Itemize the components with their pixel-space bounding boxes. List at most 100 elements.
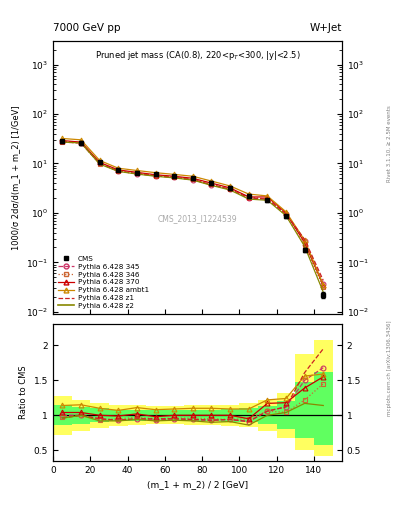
Pythia 6.428 z1 [60,139,65,145]
Pythia 6.428 345 [60,138,65,144]
Pythia 6.428 ambt1 [79,137,83,143]
Pythia 6.428 ambt1 [191,173,195,179]
Pythia 6.428 z2 [246,196,251,202]
Pythia 6.428 346 [228,186,232,193]
Y-axis label: 1000/σ 2dσ/d(m_1 + m_2) [1/GeV]: 1000/σ 2dσ/d(m_1 + m_2) [1/GeV] [11,105,20,250]
Pythia 6.428 ambt1 [284,209,288,215]
Pythia 6.428 z2 [79,140,83,146]
Pythia 6.428 z2 [172,175,176,181]
Pythia 6.428 z1 [97,160,102,166]
Pythia 6.428 370 [97,159,102,165]
Pythia 6.428 ambt1 [97,157,102,163]
Pythia 6.428 z2 [191,177,195,183]
Text: Rivet 3.1.10, ≥ 2.5M events: Rivet 3.1.10, ≥ 2.5M events [387,105,392,182]
Pythia 6.428 z1 [153,173,158,179]
Pythia 6.428 346 [60,139,65,145]
Pythia 6.428 370 [265,194,270,200]
Pythia 6.428 ambt1 [302,237,307,243]
Text: W+Jet: W+Jet [310,23,342,33]
Pythia 6.428 370 [302,240,307,246]
Pythia 6.428 345 [321,281,326,287]
Pythia 6.428 z1 [172,175,176,181]
Line: Pythia 6.428 z2: Pythia 6.428 z2 [62,142,323,292]
Pythia 6.428 z2 [97,161,102,167]
Pythia 6.428 ambt1 [116,165,121,172]
Pythia 6.428 346 [153,173,158,179]
Pythia 6.428 ambt1 [172,172,176,178]
Y-axis label: Ratio to CMS: Ratio to CMS [19,366,28,419]
Text: 7000 GeV pp: 7000 GeV pp [53,23,121,33]
Pythia 6.428 346 [302,242,307,248]
Pythia 6.428 345 [97,160,102,166]
Pythia 6.428 346 [79,140,83,146]
Pythia 6.428 z2 [228,187,232,193]
Pythia 6.428 ambt1 [246,191,251,197]
Pythia 6.428 z1 [321,278,326,284]
Pythia 6.428 z1 [209,182,214,188]
Pythia 6.428 ambt1 [265,193,270,199]
Pythia 6.428 370 [284,210,288,216]
Pythia 6.428 z1 [134,170,139,177]
Pythia 6.428 370 [172,173,176,179]
Pythia 6.428 ambt1 [60,135,65,141]
Pythia 6.428 346 [191,176,195,182]
Pythia 6.428 370 [321,283,326,289]
Pythia 6.428 346 [116,168,121,174]
Pythia 6.428 ambt1 [209,178,214,184]
Pythia 6.428 z1 [191,177,195,183]
Pythia 6.428 345 [191,177,195,183]
Pythia 6.428 z1 [79,140,83,146]
Pythia 6.428 z2 [302,243,307,249]
Pythia 6.428 z1 [116,168,121,174]
Pythia 6.428 z2 [321,289,326,295]
Pythia 6.428 z2 [284,212,288,219]
Pythia 6.428 z2 [116,168,121,175]
Pythia 6.428 345 [302,238,307,244]
Pythia 6.428 z2 [60,139,65,145]
Line: Pythia 6.428 ambt1: Pythia 6.428 ambt1 [60,136,326,287]
Legend: CMS, Pythia 6.428 345, Pythia 6.428 346, Pythia 6.428 370, Pythia 6.428 ambt1, P: CMS, Pythia 6.428 345, Pythia 6.428 346,… [57,254,150,310]
Pythia 6.428 346 [172,174,176,180]
Pythia 6.428 370 [228,185,232,191]
Pythia 6.428 345 [265,196,270,202]
Pythia 6.428 370 [116,167,121,173]
Pythia 6.428 z1 [228,186,232,193]
Pythia 6.428 346 [134,170,139,177]
Pythia 6.428 345 [284,211,288,217]
Pythia 6.428 345 [116,168,121,174]
Text: mcplots.cern.ch [arXiv:1306.3436]: mcplots.cern.ch [arXiv:1306.3436] [387,321,392,416]
Pythia 6.428 346 [209,181,214,187]
Line: Pythia 6.428 370: Pythia 6.428 370 [60,138,326,288]
Pythia 6.428 345 [79,140,83,146]
Pythia 6.428 z1 [284,211,288,217]
Pythia 6.428 z2 [209,182,214,188]
Pythia 6.428 z2 [265,197,270,203]
Pythia 6.428 346 [246,194,251,200]
Pythia 6.428 ambt1 [153,169,158,176]
Pythia 6.428 370 [153,172,158,178]
Pythia 6.428 z1 [302,237,307,243]
Pythia 6.428 346 [284,212,288,219]
Text: Pruned jet mass (CA(0.8), 220<p$_T$<300, |y|<2.5): Pruned jet mass (CA(0.8), 220<p$_T$<300,… [95,49,300,62]
Text: CMS_2013_I1224539: CMS_2013_I1224539 [158,214,237,223]
Line: Pythia 6.428 345: Pythia 6.428 345 [60,139,326,286]
Pythia 6.428 346 [97,161,102,167]
Pythia 6.428 345 [228,186,232,193]
Pythia 6.428 ambt1 [228,183,232,189]
Pythia 6.428 345 [246,195,251,201]
Pythia 6.428 370 [191,175,195,181]
Pythia 6.428 ambt1 [321,282,326,288]
Pythia 6.428 370 [60,138,65,144]
Line: Pythia 6.428 z1: Pythia 6.428 z1 [62,142,323,281]
Pythia 6.428 z2 [134,171,139,177]
Pythia 6.428 370 [246,194,251,200]
Pythia 6.428 346 [321,284,326,290]
Pythia 6.428 345 [209,182,214,188]
Pythia 6.428 345 [172,175,176,181]
Pythia 6.428 345 [134,170,139,177]
Pythia 6.428 z1 [265,196,270,202]
X-axis label: (m_1 + m_2) / 2 [GeV]: (m_1 + m_2) / 2 [GeV] [147,480,248,489]
Pythia 6.428 370 [134,169,139,176]
Pythia 6.428 345 [153,173,158,179]
Pythia 6.428 z1 [246,195,251,201]
